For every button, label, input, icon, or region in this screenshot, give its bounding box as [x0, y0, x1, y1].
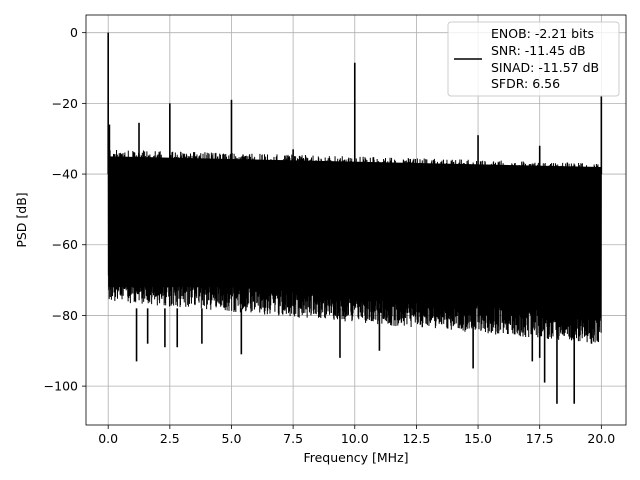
- y-axis-label: PSD [dB]: [14, 192, 29, 247]
- x-tick-label: 5.0: [222, 431, 242, 446]
- legend: ENOB: -2.21 bits SNR: -11.45 dB SINAD: -…: [447, 21, 620, 97]
- y-tick-label: −100: [44, 379, 78, 394]
- plot-frame: [85, 14, 627, 426]
- x-tick-label: 7.5: [283, 431, 303, 446]
- y-tick-label: 0: [70, 25, 78, 40]
- axis-ticks: 0.0 2.5 5.0 7.5 10.0 12.5 15.0 17.5 20.0 0 −20 −40 −…: [44, 25, 616, 446]
- x-tick-label: 2.5: [160, 431, 180, 446]
- x-tick-label: 12.5: [402, 431, 430, 446]
- noise-band: [108, 156, 602, 288]
- legend-box: [447, 21, 620, 97]
- legend-snr: SNR: -11.45 dB: [491, 43, 586, 58]
- legend-sinad: SINAD: -11.57 dB: [491, 60, 599, 75]
- x-tick-label: 20.0: [587, 431, 615, 446]
- y-tick-label: −40: [52, 167, 78, 182]
- y-tick-label: −20: [52, 96, 78, 111]
- y-tick-label: −80: [52, 308, 78, 323]
- x-tick-label: 10.0: [341, 431, 369, 446]
- x-tick-label: 15.0: [464, 431, 492, 446]
- psd-line: [107, 32, 603, 404]
- x-axis-label: Frequency [MHz]: [303, 450, 408, 465]
- y-tick-label: −60: [52, 237, 78, 252]
- x-tick-label: 0.0: [98, 431, 118, 446]
- x-tick-label: 17.5: [526, 431, 554, 446]
- legend-sfdr: SFDR: 6.56: [491, 76, 560, 91]
- legend-enob: ENOB: -2.21 bits: [491, 26, 594, 41]
